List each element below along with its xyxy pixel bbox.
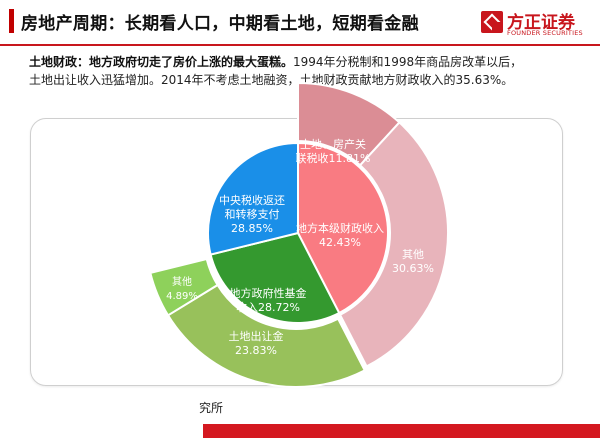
outer-slice-3 bbox=[149, 257, 219, 317]
footer-bar bbox=[203, 424, 600, 438]
outer-slice-2 bbox=[166, 283, 367, 388]
slice-label-3: 土地、房产关联税收11.81% bbox=[296, 137, 371, 165]
title-accent-bar bbox=[9, 9, 14, 33]
header-bar: 房地产周期：长期看人口，中期看土地，短期看金融 方正证券 FOUNDER SEC… bbox=[0, 0, 600, 44]
page-title: 房地产周期：长期看人口，中期看土地，短期看金融 bbox=[21, 14, 419, 34]
slice-label-2: 中央税收返还和转移支付 28.85% bbox=[219, 193, 285, 235]
outer-slice-1 bbox=[338, 121, 449, 368]
summary-line1: 1994年分税制和1998年商品房改革以后， bbox=[293, 55, 523, 69]
summary-line2: 土地出让收入迅猛增加。2014年不考虑土地融资，土地财政贡献地方财政收入的35.… bbox=[29, 73, 514, 87]
slice-label-6: 其他 4.89% bbox=[166, 275, 198, 302]
footer-source: 究所 bbox=[199, 401, 224, 415]
logo-name-en: FOUNDER SECURITIES bbox=[507, 29, 583, 37]
inner-slice-0 bbox=[297, 141, 389, 315]
inner-slice-1 bbox=[209, 231, 341, 324]
slice-label-5: 土地出让金 23.83% bbox=[229, 329, 284, 357]
slice-label-4: 其他 30.63% bbox=[392, 248, 434, 275]
inner-slice-2 bbox=[207, 141, 299, 256]
company-logo: 方正证券 FOUNDER SECURITIES bbox=[481, 8, 593, 40]
summary-lead: 土地财政：地方政府切走了房价上涨的最大蛋糕。 bbox=[29, 55, 294, 69]
slice-label-1: 地方政府性基金收入28.72% bbox=[230, 286, 307, 314]
logo-name-cn: 方正证券 bbox=[507, 13, 575, 33]
slice-label-0: 地方本级财政收入 42.43% bbox=[296, 221, 384, 249]
logo-mark-icon bbox=[481, 11, 503, 33]
summary-text: 土地财政：地方政府切走了房价上涨的最大蛋糕。1994年分税制和1998年商品房改… bbox=[29, 53, 589, 89]
header-divider bbox=[0, 44, 600, 46]
